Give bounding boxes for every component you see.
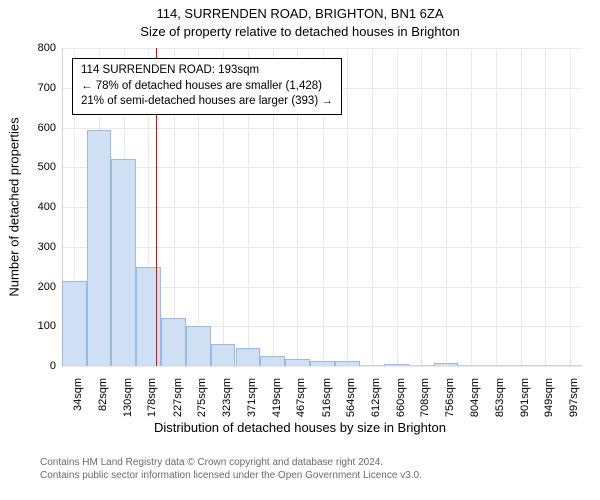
grid-line-vertical	[521, 48, 522, 366]
x-tick-label: 853sqm	[494, 378, 506, 417]
x-tick-label: 660sqm	[395, 378, 407, 417]
x-tick-label: 756sqm	[444, 378, 456, 417]
x-tick-label: 419sqm	[271, 378, 283, 417]
y-tick-label: 700	[28, 82, 56, 94]
property-size-histogram: 114, SURRENDEN ROAD, BRIGHTON, BN1 6ZA S…	[0, 0, 600, 500]
copyright-text: Contains HM Land Registry data © Crown c…	[40, 456, 422, 482]
x-tick-label: 82sqm	[97, 378, 109, 411]
histogram-bar	[260, 356, 285, 366]
histogram-bar	[161, 318, 186, 366]
x-tick-label: 275sqm	[196, 378, 208, 417]
y-tick-label: 0	[28, 360, 56, 372]
y-tick-label: 500	[28, 161, 56, 173]
x-tick-label: 564sqm	[345, 378, 357, 417]
annotation-line-2: ← 78% of detached houses are smaller (1,…	[81, 79, 333, 95]
grid-line-vertical	[496, 48, 497, 366]
x-tick-label: 997sqm	[568, 378, 580, 417]
histogram-bar	[236, 348, 261, 366]
x-tick-label: 612sqm	[370, 378, 382, 417]
x-tick-label: 371sqm	[246, 378, 258, 417]
x-tick-label: 467sqm	[295, 378, 307, 417]
x-tick-label: 901sqm	[519, 378, 531, 417]
grid-line-vertical	[397, 48, 398, 366]
y-tick-label: 400	[28, 201, 56, 213]
x-tick-label: 949sqm	[543, 378, 555, 417]
x-tick-label: 708sqm	[419, 378, 431, 417]
y-tick-label: 200	[28, 281, 56, 293]
histogram-bar	[111, 159, 136, 366]
x-tick-label: 516sqm	[321, 378, 333, 417]
x-tick-label: 323sqm	[221, 378, 233, 417]
y-tick-label: 800	[28, 42, 56, 54]
histogram-bar	[186, 326, 211, 366]
grid-line-vertical	[446, 48, 447, 366]
x-tick-label: 34sqm	[72, 378, 84, 411]
histogram-bar	[62, 281, 87, 366]
chart-subtitle: Size of property relative to detached ho…	[0, 24, 600, 39]
grid-line-vertical	[421, 48, 422, 366]
grid-line-vertical	[471, 48, 472, 366]
y-axis-label: Number of detached properties	[7, 117, 22, 296]
histogram-bar	[434, 363, 459, 366]
chart-title: 114, SURRENDEN ROAD, BRIGHTON, BN1 6ZA	[0, 6, 600, 21]
y-tick-label: 600	[28, 122, 56, 134]
grid-line-vertical	[372, 48, 373, 366]
annotation-box: 114 SURRENDEN ROAD: 193sqm ← 78% of deta…	[72, 58, 342, 115]
histogram-bar	[335, 361, 360, 366]
copyright-line-1: Contains HM Land Registry data © Crown c…	[40, 456, 422, 469]
histogram-bar	[285, 359, 310, 366]
grid-line-vertical	[347, 48, 348, 366]
histogram-bar	[384, 364, 409, 366]
x-tick-label: 804sqm	[469, 378, 481, 417]
x-axis-label: Distribution of detached houses by size …	[0, 420, 600, 435]
histogram-bar	[211, 344, 236, 366]
x-tick-label: 130sqm	[122, 378, 134, 417]
x-tick-label: 227sqm	[172, 378, 184, 417]
annotation-line-3: 21% of semi-detached houses are larger (…	[81, 94, 333, 110]
x-tick-label: 178sqm	[146, 378, 158, 417]
grid-line-vertical	[545, 48, 546, 366]
y-tick-label: 300	[28, 241, 56, 253]
grid-line-vertical	[570, 48, 571, 366]
histogram-bar	[310, 361, 335, 366]
annotation-line-1: 114 SURRENDEN ROAD: 193sqm	[81, 63, 333, 79]
y-tick-label: 100	[28, 320, 56, 332]
histogram-bar	[87, 130, 112, 367]
copyright-line-2: Contains public sector information licen…	[40, 469, 422, 482]
grid-line-horizontal	[62, 366, 582, 367]
